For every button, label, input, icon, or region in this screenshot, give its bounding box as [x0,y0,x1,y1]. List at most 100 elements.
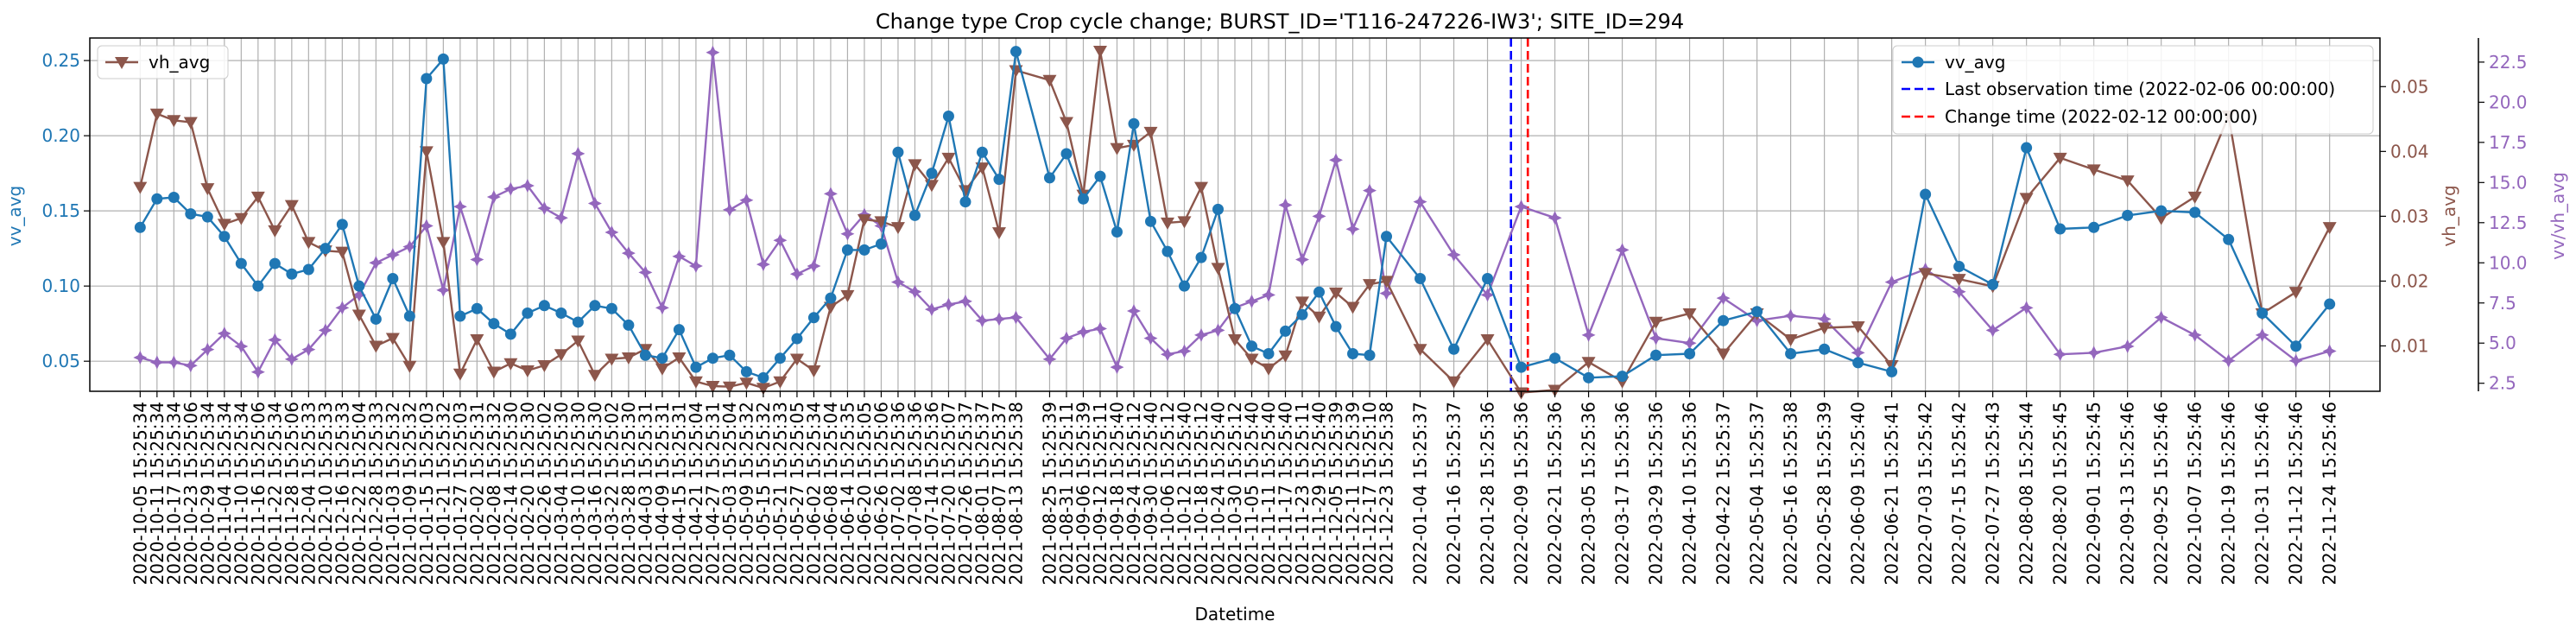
data-point [1244,294,1259,308]
data-point [335,301,350,315]
data-point [2120,175,2135,188]
x-tick-label: 2021-04-09 15:25:31 [652,402,673,585]
data-point [1379,276,1394,288]
data-point [571,146,585,161]
data-point [504,328,516,340]
x-tick-label: 2022-09-01 15:25:45 [2084,402,2104,585]
x-tick-label: 2021-06-14 15:25:35 [837,402,858,585]
data-point [1211,323,1225,338]
data-point [1059,331,1073,346]
data-point [2086,346,2101,360]
y-tick-label-right2: 7.5 [2489,293,2516,314]
x-tick-label: 2021-05-03 15:25:04 [719,402,740,585]
x-tick-label: 2020-12-28 15:25:33 [365,402,386,585]
data-point [890,222,905,235]
data-point [1516,361,1528,373]
x-tick-label: 2022-04-22 15:25:37 [1713,402,1734,585]
x-tick-label: 2021-01-27 15:25:03 [450,402,471,585]
chart-title: Change type Crop cycle change; BURST_ID=… [876,10,1684,34]
data-point [572,316,584,328]
data-point [924,302,939,317]
data-point [1413,194,1427,209]
data-point [908,209,921,221]
data-point [1278,198,1293,212]
x-tick-label: 2021-01-21 15:25:32 [433,402,453,585]
data-point [823,187,838,201]
data-point [402,239,417,254]
data-point [286,268,298,280]
data-point [587,370,602,383]
data-point [1514,200,1529,214]
data-point [1092,46,1107,59]
y-tick-label-right2: 20.0 [2489,92,2528,112]
data-point [623,319,635,331]
x-tick-label: 2021-03-22 15:25:02 [601,402,622,585]
data-point [167,115,181,128]
data-point [133,350,148,365]
data-point [538,300,550,312]
data-point [320,243,332,255]
data-point [453,200,467,214]
x-tick-label: 2020-10-05 15:25:34 [130,402,150,585]
data-point [791,333,803,345]
data-point [403,310,415,322]
x-tick-label: 2021-03-16 15:25:30 [585,402,605,585]
data-point [857,214,871,227]
x-tick-label: 2021-08-25 15:25:39 [1039,402,1060,585]
x-tick-label: 2022-10-07 15:25:46 [2185,402,2206,585]
data-point [841,244,853,256]
x-tick-label: 2021-06-02 15:25:34 [803,402,824,585]
x-tick-label: 2021-12-11 15:25:39 [1343,402,1364,585]
x-tick-label: 2021-07-14 15:25:36 [921,402,942,585]
data-point [1718,314,1730,327]
data-point [185,208,197,220]
data-point [706,45,720,60]
data-point [1246,340,1258,352]
data-point [2021,142,2033,154]
y-tick-label-left: 0.05 [41,351,80,371]
x-tick-label: 2021-01-03 15:25:32 [383,402,403,585]
x-tick-label: 2021-05-27 15:25:05 [787,402,807,585]
data-point [200,342,215,357]
data-point [419,219,434,233]
data-point [1195,251,1207,263]
x-tick-label: 2020-10-17 15:25:34 [163,402,184,585]
data-point [655,363,669,376]
x-tick-label: 2022-01-16 15:25:37 [1444,402,1465,585]
data-point [2086,164,2101,177]
data-point [890,275,905,289]
data-point [167,355,181,370]
data-point [2255,327,2269,342]
data-point [941,152,956,165]
x-tick-label: 2021-08-31 15:25:11 [1056,402,1077,585]
x-tick-label: 2022-07-03 15:25:42 [1915,402,1936,585]
x-tick-label: 2021-02-08 15:25:32 [484,402,504,585]
data-point [470,333,484,346]
x-tick-label: 2021-02-14 15:25:30 [500,402,521,585]
data-point [1952,284,1966,299]
x-tick-label: 2020-10-29 15:25:34 [197,402,218,585]
data-point [520,365,535,377]
data-point [369,340,383,353]
data-point [1716,291,1731,306]
data-point [1347,347,1359,359]
data-point [2288,353,2303,368]
x-tick-label: 2022-01-04 15:25:37 [1410,402,1431,585]
x-tick-label: 2020-11-16 15:25:06 [248,402,269,585]
data-point [639,349,651,361]
x-tick-label: 2021-10-06 15:25:12 [1157,402,1178,585]
data-point [605,302,617,314]
data-point [2155,205,2168,217]
data-point [1092,321,1107,336]
data-point [453,368,467,381]
legend-label: vh_avg [149,52,210,73]
data-point [825,292,837,304]
data-point [421,73,433,85]
data-point [336,219,348,231]
data-point [217,219,231,231]
data-point [2324,298,2336,310]
data-point [503,358,518,371]
data-point [1413,344,1427,357]
x-tick-label: 2021-08-13 15:25:38 [1005,402,1026,585]
